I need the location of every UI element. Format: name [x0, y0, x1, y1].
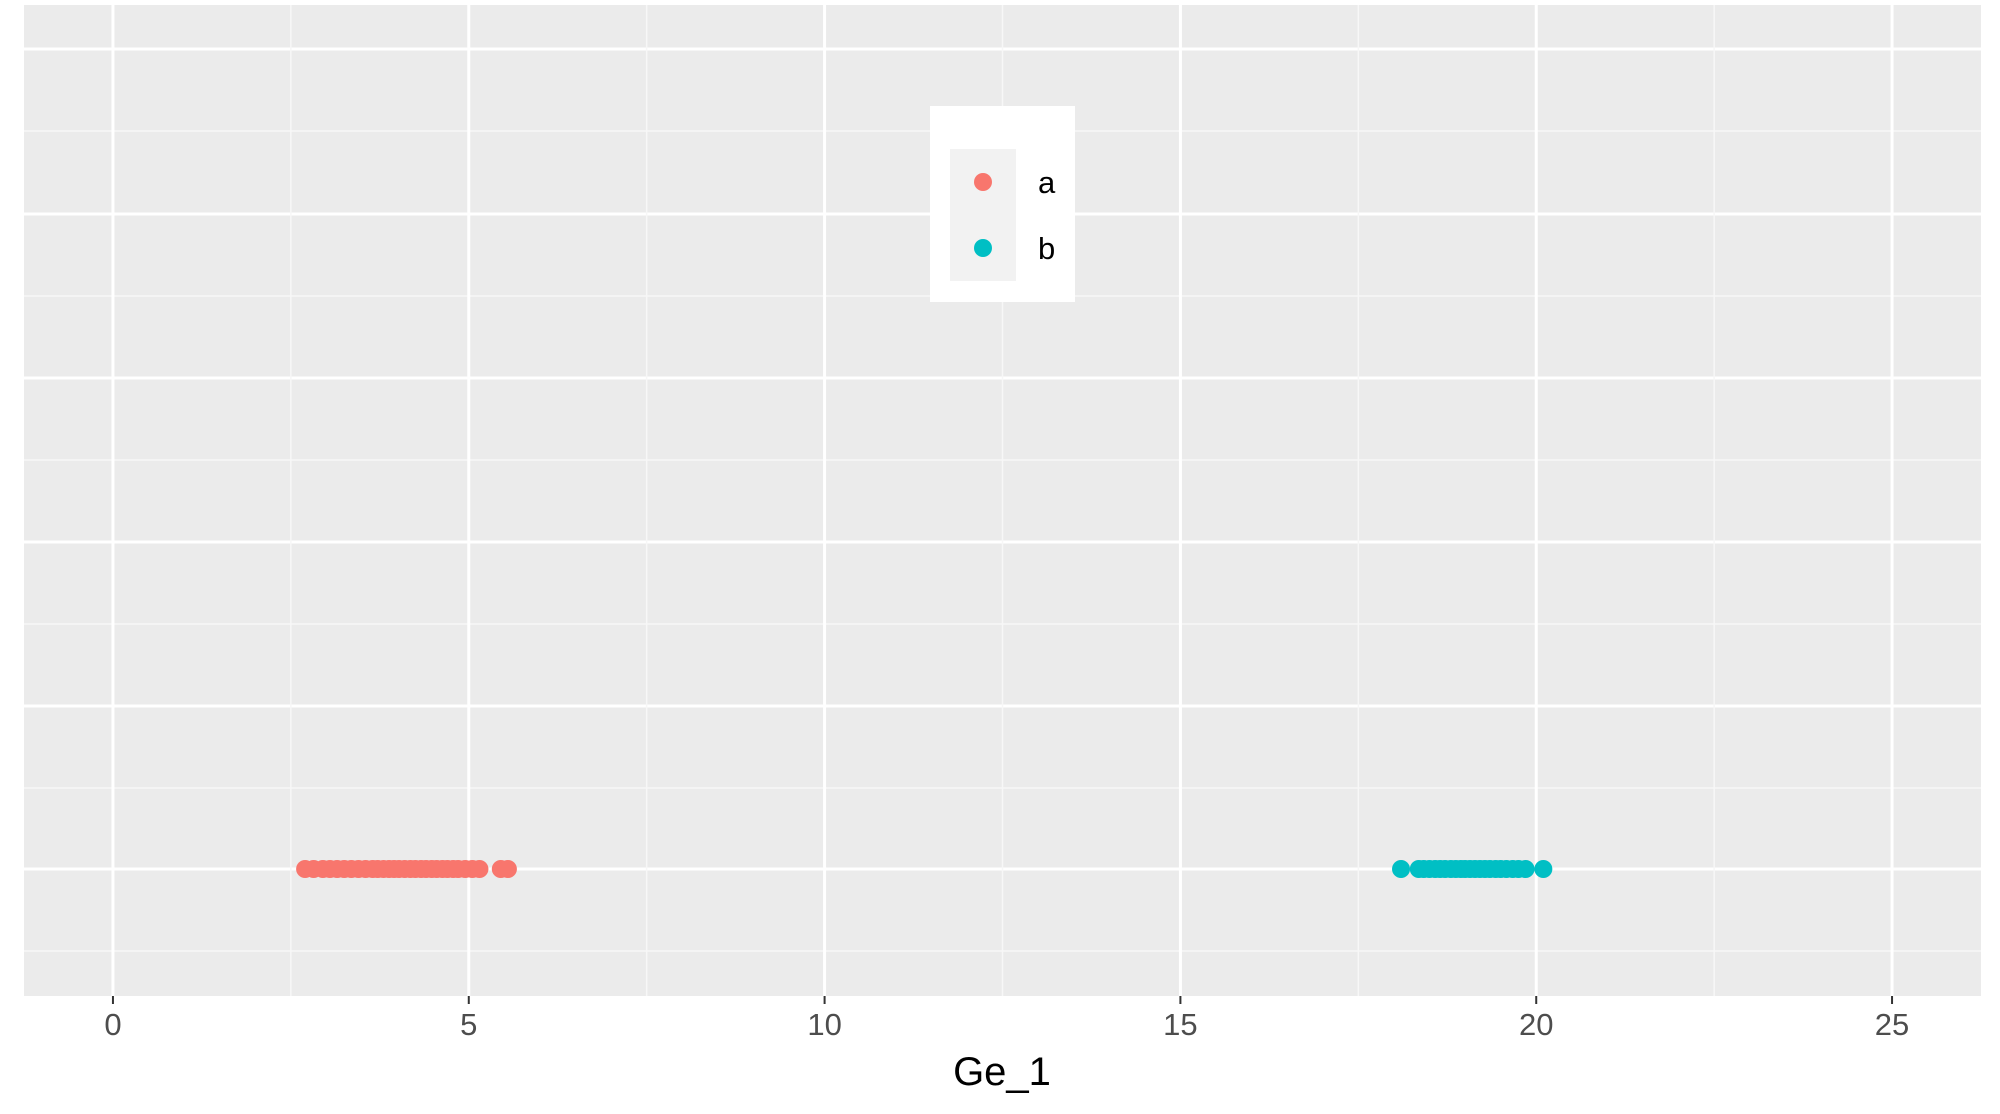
data-point — [470, 860, 489, 878]
legend-key-dot — [974, 173, 992, 191]
legend: ab — [930, 106, 1075, 302]
x-tick-label: 10 — [807, 1007, 841, 1042]
x-tick-label: 5 — [460, 1007, 477, 1042]
x-tick-label: 15 — [1163, 1007, 1197, 1042]
x-tick-label: 25 — [1875, 1007, 1909, 1042]
data-point — [498, 860, 517, 878]
grid-lines — [24, 5, 1981, 996]
data-points — [296, 860, 1553, 878]
legend-label: a — [1038, 165, 1056, 200]
x-axis: 0 5 10 15 20 25 — [104, 996, 1909, 1042]
data-point — [1534, 860, 1553, 878]
data-point — [1392, 860, 1411, 878]
legend-key-dot — [974, 239, 992, 257]
x-tick-label: 20 — [1519, 1007, 1553, 1042]
legend-label: b — [1038, 231, 1055, 266]
series-b — [1392, 860, 1553, 878]
x-axis-title: Ge_1 — [953, 1050, 1051, 1094]
legend-item-a: a — [950, 149, 1056, 215]
data-point — [1516, 860, 1535, 878]
series-a — [296, 860, 517, 878]
x-tick-label: 0 — [104, 1007, 121, 1042]
legend-item-b: b — [950, 215, 1055, 281]
